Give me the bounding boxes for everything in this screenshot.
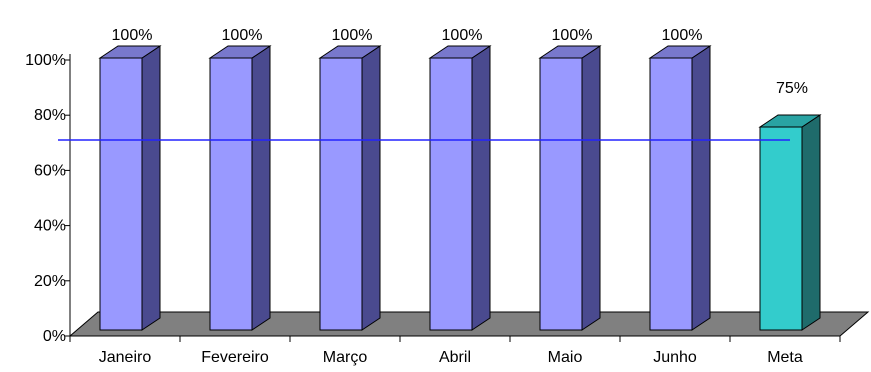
bar-front bbox=[319, 57, 363, 331]
y-tick-label: 80% bbox=[34, 107, 66, 124]
x-category-label: Junho bbox=[653, 349, 697, 366]
data-label: 100% bbox=[222, 27, 263, 44]
bar-janeiro bbox=[98, 45, 162, 331]
bar-fevereiro bbox=[208, 45, 272, 331]
y-tick-label: 100% bbox=[25, 52, 66, 69]
bars bbox=[98, 45, 822, 331]
bar-front bbox=[539, 57, 583, 331]
x-category-label: Janeiro bbox=[99, 349, 152, 366]
data-label: 100% bbox=[112, 27, 153, 44]
bar-abril bbox=[428, 45, 492, 331]
data-label: 75% bbox=[776, 80, 808, 97]
bar-front bbox=[759, 126, 803, 331]
bar-meta bbox=[758, 114, 822, 331]
bar-side bbox=[801, 114, 821, 331]
bar-front bbox=[209, 57, 253, 331]
bar-front bbox=[429, 57, 473, 331]
x-category-label: Fevereiro bbox=[201, 349, 269, 366]
x-category-label: Abril bbox=[439, 349, 471, 366]
data-label: 100% bbox=[552, 27, 593, 44]
y-tick-label: 20% bbox=[34, 273, 66, 290]
y-tick-label: 60% bbox=[34, 162, 66, 179]
bar-side bbox=[251, 45, 271, 331]
data-label: 100% bbox=[332, 27, 373, 44]
bar-front bbox=[649, 57, 693, 331]
y-tick-label: 0% bbox=[43, 328, 66, 345]
bar-side bbox=[471, 45, 491, 331]
y-axis: 0% 20% 40% 60% 80% 100% bbox=[25, 52, 841, 345]
data-label: 100% bbox=[662, 27, 703, 44]
bar-side bbox=[691, 45, 711, 331]
bar-front bbox=[99, 57, 143, 331]
x-category-label: Março bbox=[323, 349, 368, 366]
bar-side bbox=[361, 45, 381, 331]
bar-side bbox=[581, 45, 601, 331]
bar-side bbox=[141, 45, 161, 331]
bar-março bbox=[318, 45, 382, 331]
x-category-label: Maio bbox=[548, 349, 583, 366]
y-tick-label: 40% bbox=[34, 218, 66, 235]
x-category-label: Meta bbox=[767, 349, 803, 366]
data-label: 100% bbox=[442, 27, 483, 44]
bar-maio bbox=[538, 45, 602, 331]
labels: 100% Janeiro 100% Fevereiro 100% Março 100% Abr… bbox=[99, 27, 808, 366]
bar-junho bbox=[648, 45, 712, 331]
